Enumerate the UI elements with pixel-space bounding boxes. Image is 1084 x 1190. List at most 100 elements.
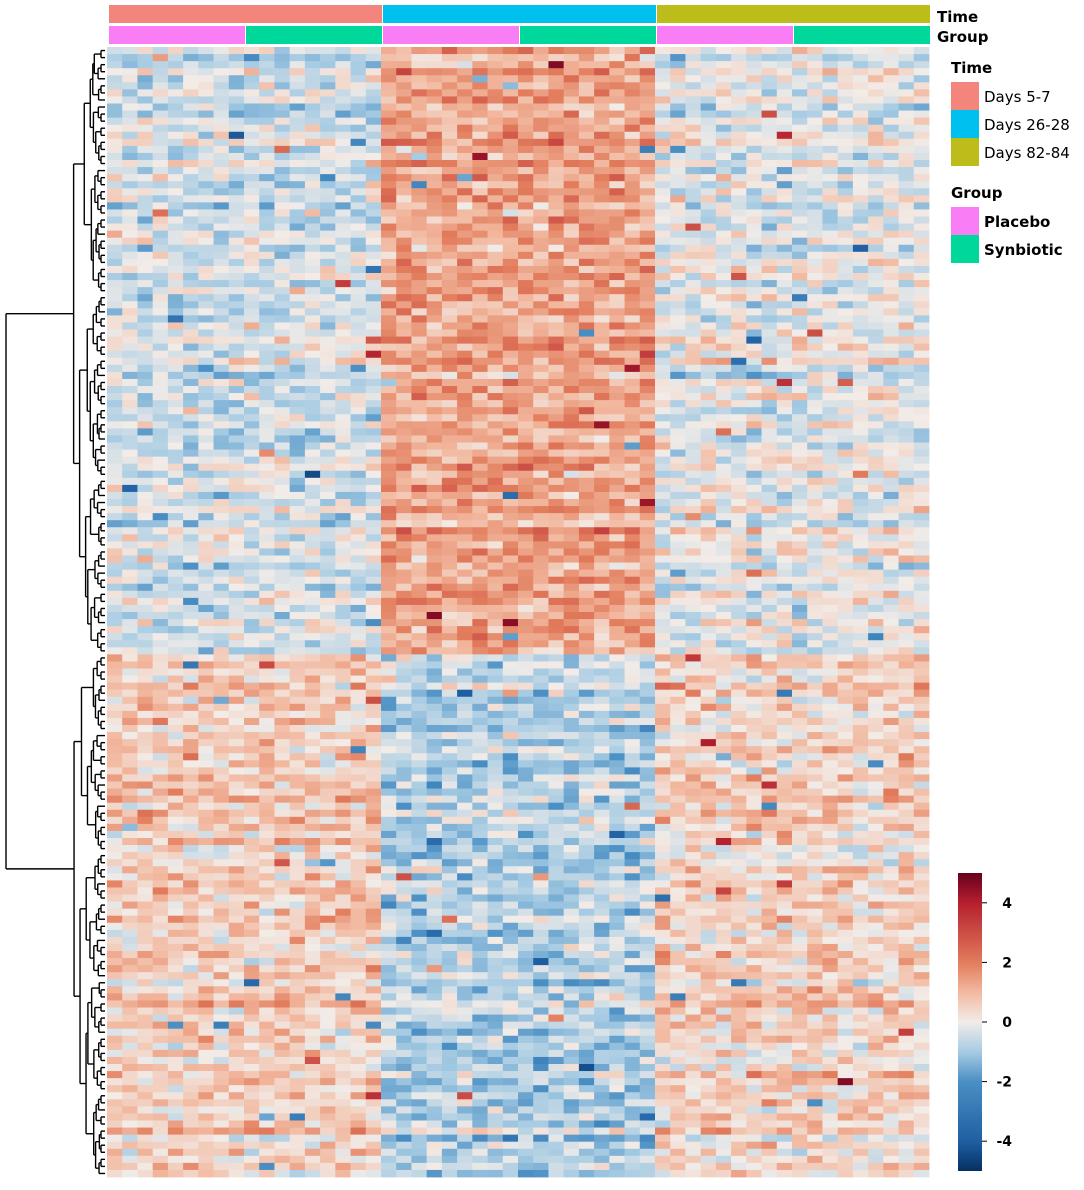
heatmap-cell	[122, 195, 138, 203]
heatmap-cell	[472, 68, 488, 76]
heatmap-cell	[822, 202, 839, 210]
heatmap-cell	[624, 209, 641, 217]
heatmap-cell	[502, 181, 519, 189]
heatmap-cell	[137, 181, 154, 189]
heatmap-cell	[411, 393, 428, 401]
heatmap-cell	[533, 371, 549, 380]
heatmap-cell	[578, 668, 595, 676]
heatmap-cell	[183, 407, 199, 415]
heatmap-cell	[792, 61, 808, 69]
heatmap-cell	[868, 145, 884, 154]
heatmap-cell	[563, 491, 580, 500]
heatmap-cell	[852, 223, 869, 232]
heatmap-cell	[731, 167, 747, 175]
heatmap-cell	[533, 675, 549, 684]
heatmap-cell	[198, 576, 214, 585]
heatmap-cell	[761, 124, 778, 133]
heatmap-cell	[228, 463, 245, 472]
heatmap-cell	[213, 583, 230, 592]
heatmap-cell	[655, 604, 671, 613]
heatmap-cell	[807, 626, 823, 634]
heatmap-cell	[670, 308, 686, 316]
heatmap-cell	[761, 668, 778, 676]
heatmap-cell	[731, 506, 747, 514]
heatmap-cell	[137, 202, 154, 210]
heatmap-cell	[259, 428, 275, 436]
heatmap-cell	[883, 534, 899, 542]
heatmap-cell	[639, 647, 656, 655]
heatmap-cell	[274, 96, 291, 104]
heatmap-cell	[487, 138, 504, 147]
heatmap-cell	[792, 477, 808, 486]
heatmap-cell	[685, 371, 702, 380]
heatmap-cell	[198, 152, 214, 161]
heatmap-cell	[274, 604, 291, 613]
heatmap-cell	[457, 527, 473, 535]
heatmap-cell	[502, 251, 519, 260]
heatmap-cell	[868, 386, 884, 394]
heatmap-cell	[655, 315, 671, 323]
heatmap-cell	[259, 251, 275, 260]
heatmap-cell	[518, 230, 534, 239]
heatmap-cell	[518, 477, 534, 486]
heatmap-cell	[898, 513, 915, 521]
heatmap-cell	[487, 435, 504, 443]
heatmap-cell	[715, 661, 732, 669]
heatmap-cell	[228, 499, 245, 507]
heatmap-cell	[244, 463, 260, 472]
heatmap-cell	[639, 244, 656, 253]
heatmap-cell	[167, 640, 184, 648]
heatmap-cell	[274, 661, 291, 669]
heatmap-cell	[183, 654, 199, 662]
heatmap-cell	[365, 689, 382, 698]
heatmap-cell	[518, 386, 534, 394]
heatmap-cell	[381, 484, 397, 493]
heatmap-cell	[487, 393, 504, 401]
heatmap-cell	[776, 668, 793, 676]
heatmap-cell	[715, 491, 732, 500]
heatmap-cell	[807, 174, 823, 182]
heatmap-cell	[639, 117, 656, 126]
heatmap-cell	[441, 491, 458, 500]
heatmap-cell	[244, 188, 260, 196]
heatmap-cell	[289, 654, 306, 662]
heatmap-cell	[441, 414, 458, 422]
heatmap-cell	[624, 562, 641, 571]
heatmap-cell	[122, 152, 138, 161]
heatmap-cell	[913, 315, 930, 323]
heatmap-cell	[244, 89, 260, 97]
time-track-segment	[109, 5, 382, 23]
heatmap-cell	[837, 145, 854, 154]
heatmap-cell	[518, 378, 534, 387]
heatmap-cell	[670, 117, 686, 126]
heatmap-cell	[913, 675, 930, 684]
heatmap-cell	[183, 75, 199, 83]
heatmap-cell	[792, 569, 808, 578]
heatmap-cell	[639, 287, 656, 295]
heatmap-cell	[731, 548, 747, 556]
heatmap-cell	[715, 371, 732, 380]
heatmap-cell	[396, 124, 412, 133]
heatmap-cell	[213, 61, 230, 69]
heatmap-cell	[167, 378, 184, 387]
heatmap-cell	[624, 378, 641, 387]
heatmap-cell	[213, 484, 230, 493]
heatmap-cell	[167, 576, 184, 585]
heatmap-cell	[822, 131, 839, 140]
heatmap-cell	[167, 280, 184, 288]
heatmap-cell	[137, 124, 154, 133]
heatmap-cell	[563, 265, 580, 274]
heatmap-cell	[807, 287, 823, 295]
heatmap-cell	[578, 82, 595, 90]
heatmap-cell	[167, 244, 184, 253]
heatmap-cell	[289, 61, 306, 69]
heatmap-cell	[700, 131, 717, 140]
heatmap-cell	[548, 47, 565, 55]
heatmap-cell	[655, 265, 671, 274]
heatmap-cell	[213, 456, 230, 465]
heatmap-cell	[700, 626, 717, 634]
heatmap-cell	[365, 463, 382, 472]
heatmap-cell	[350, 357, 367, 366]
heatmap-cell	[152, 484, 169, 493]
heatmap-cell	[578, 357, 595, 366]
